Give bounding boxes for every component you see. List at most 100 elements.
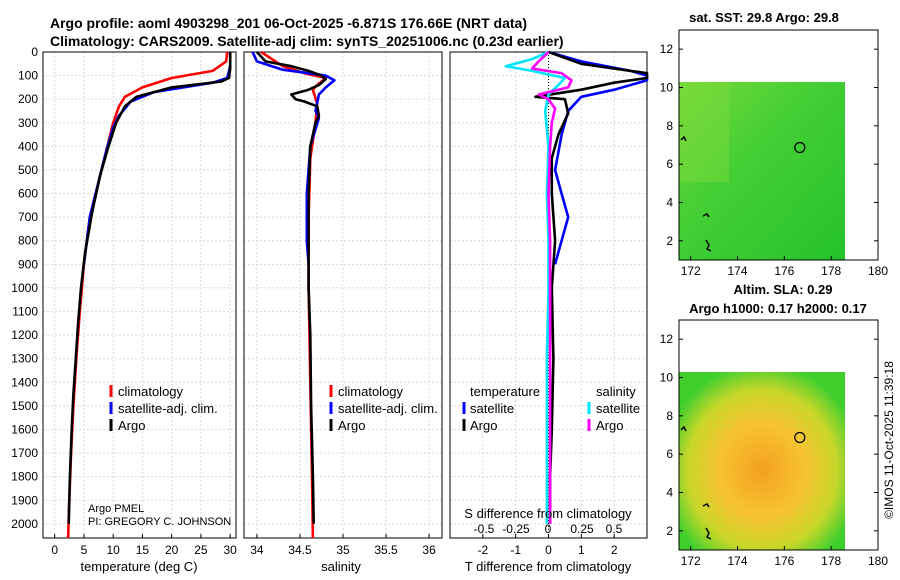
x-tick-label: 30	[223, 543, 237, 557]
x-tick-label: 5	[81, 543, 88, 557]
sst-coastline	[680, 135, 712, 252]
map-y-tick-label: 8	[666, 119, 673, 133]
depth-tick-label: 500	[18, 163, 38, 177]
depth-tick-label: 1000	[11, 281, 38, 295]
figure-title: Argo profile: aoml 4903298_201 06-Oct-20…	[50, 15, 527, 31]
x-tick-label: -1	[510, 543, 521, 557]
map-y-tick-label: 4	[666, 196, 673, 210]
sla-map-subtitle: Argo h1000: 0.17 h2000: 0.17	[689, 301, 867, 316]
depth-tick-label: 1900	[11, 493, 38, 507]
depth-tick-label: 600	[18, 187, 38, 201]
difference-xlabel: T difference from climatology	[465, 559, 632, 574]
map-x-tick-label: 176	[774, 264, 794, 278]
sst-map-frame	[678, 29, 879, 261]
depth-tick-label: 1200	[11, 328, 38, 342]
x-tick-label: -2	[477, 543, 488, 557]
legend-argo: Argo	[118, 418, 145, 433]
map-x-tick-label: 178	[821, 264, 841, 278]
x-tick-label: 20	[165, 543, 179, 557]
difference-legend: temperature satellite Argo salinity sate…	[462, 384, 640, 433]
x-tick-label: 2	[611, 543, 618, 557]
legend-temp-argo: Argo	[470, 418, 497, 433]
salinity-xlabel: salinity	[321, 559, 361, 574]
depth-tick-label: 200	[18, 92, 38, 106]
x-tick-label: 35.5	[374, 543, 398, 557]
series-line-argo	[67, 52, 232, 524]
x-tick-label: 25	[194, 543, 208, 557]
depth-tick-label: 700	[18, 210, 38, 224]
x-tick-label: 35	[336, 543, 350, 557]
series-line-argo	[255, 51, 328, 524]
map-x-tick-label: 176	[774, 554, 794, 568]
map-y-tick-label: 10	[660, 371, 674, 385]
series-line-temperature-satellite	[548, 50, 649, 265]
map-y-tick-label: 4	[666, 486, 673, 500]
series-line-climatology	[66, 51, 229, 539]
legend-salinity-title: salinity	[596, 384, 636, 399]
x-tick-label: 34.5	[288, 543, 312, 557]
series-line-salinity-argo	[530, 51, 573, 524]
legend-argo: Argo	[338, 418, 365, 433]
sst-map-panel: sat. SST: 29.8 Argo: 29.8 172 174 176 178 18…	[660, 10, 889, 278]
depth-tick-label: 1100	[12, 305, 38, 319]
map-x-tick-label: 172	[681, 554, 701, 568]
x-tick-label: 10	[107, 543, 121, 557]
temperature-xlabel: temperature (deg C)	[80, 559, 197, 574]
depth-tick-label: 100	[18, 69, 38, 83]
map-y-tick-label: 6	[666, 447, 673, 461]
temperature-axes-frame	[42, 51, 237, 539]
depth-tick-label: 1800	[11, 470, 38, 484]
difference-panel: -2 -1 0 1 2 -0.5 -0.25 0 0.25 0.5 S difference f…	[449, 50, 649, 574]
series-line-satellite-adj-clim-	[251, 51, 336, 265]
map-x-tick-label: 174	[728, 554, 748, 568]
map-y-tick-label: 2	[666, 234, 673, 248]
sla-coastline	[680, 425, 712, 540]
sst-map-title: sat. SST: 29.8 Argo: 29.8	[689, 10, 839, 25]
map-y-tick-label: 12	[660, 332, 674, 346]
sla-argo-marker	[794, 431, 806, 444]
s-tick-label: -0.25	[502, 522, 530, 536]
map-y-tick-label: 2	[666, 524, 673, 538]
salinity-panel: 34 34.5 35 35.5 36 salinity climatology sate…	[243, 50, 443, 574]
legend-climatology: climatology	[118, 384, 184, 399]
legend-sal-satellite: satellite	[596, 401, 640, 416]
depth-tick-label: 800	[18, 234, 38, 248]
legend-sal-argo: Argo	[596, 418, 623, 433]
sst-warm-patch	[679, 82, 729, 182]
legend-temperature-title: temperature	[470, 384, 540, 399]
legend-satellite: satellite-adj. clim.	[338, 401, 438, 416]
legend-climatology: climatology	[338, 384, 404, 399]
sst-argo-marker	[794, 141, 806, 154]
legend-satellite: satellite-adj. clim.	[118, 401, 218, 416]
depth-tick-label: 0	[31, 45, 38, 59]
map-x-tick-label: 172	[681, 264, 701, 278]
depth-tick-label: 2000	[11, 517, 38, 531]
x-tick-label: 0	[545, 543, 552, 557]
s-tick-label: -0.5	[474, 522, 495, 536]
x-tick-label: 0	[51, 543, 58, 557]
series-line-salinity-satellite	[504, 50, 567, 524]
legend-temp-satellite: satellite	[470, 401, 514, 416]
imos-timestamp: ©IMOS 11-Oct-2025 11:39:18	[882, 361, 896, 519]
temperature-panel: 0100200300400500600700800900100011001200…	[11, 45, 237, 574]
depth-tick-label: 1700	[11, 446, 38, 460]
x-tick-label: 34	[250, 543, 264, 557]
salinity-legend: climatology satellite-adj. clim. Argo	[329, 384, 438, 433]
depth-tick-label: 900	[18, 257, 38, 271]
map-x-tick-label: 174	[728, 264, 748, 278]
x-tick-label: 15	[136, 543, 150, 557]
sla-map-panel: Altim. SLA: 0.29 Argo h1000: 0.17 h2000:…	[660, 282, 889, 568]
temperature-legend: climatology satellite-adj. clim. Argo	[109, 384, 218, 433]
s-tick-label: 0.5	[606, 522, 623, 536]
map-x-tick-label: 178	[821, 554, 841, 568]
series-line-temperature-argo	[534, 50, 649, 524]
map-y-tick-label: 8	[666, 409, 673, 423]
map-x-tick-label: 180	[868, 554, 888, 568]
sla-map-frame	[678, 319, 879, 551]
depth-tick-label: 1500	[11, 399, 38, 413]
x-tick-label: 1	[578, 543, 585, 557]
map-y-tick-label: 10	[660, 81, 674, 95]
sla-map-title: Altim. SLA: 0.29	[734, 282, 833, 297]
depth-tick-label: 1600	[11, 422, 38, 436]
